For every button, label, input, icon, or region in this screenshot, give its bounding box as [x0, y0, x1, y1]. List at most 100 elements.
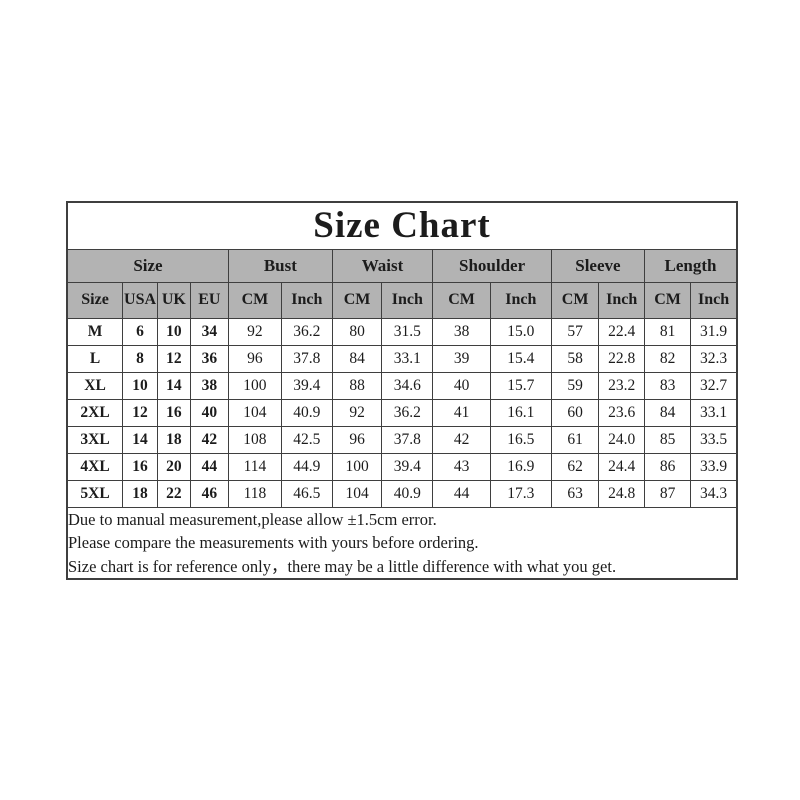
table-cell: 22.4: [598, 317, 645, 346]
size-chart-table: Size Chart Size Bust Waist Shoulder Slee…: [66, 201, 738, 580]
table-cell: 17.3: [489, 479, 552, 508]
size-table-body: M 6 10 34 92 36.2 80 31.5 38 15.0 57 22.4 81 31.9 L 8 12…: [66, 317, 738, 508]
table-cell: 33.1: [690, 398, 738, 427]
table-cell: 87: [643, 479, 692, 508]
table-row: 2XL 12 16 40 104 40.9 92 36.2 41 16.1 60 23.6 84 33.1: [66, 398, 738, 427]
subheader-row: Size USA UK EU CM Inch CM Inch CM Inch C…: [66, 281, 738, 319]
subheader-shoulder-cm: CM: [432, 281, 491, 319]
group-header-shoulder: Shoulder: [432, 248, 552, 283]
table-cell: 39.4: [381, 452, 434, 481]
table-cell: 85: [643, 425, 692, 454]
table-cell: 92: [331, 398, 383, 427]
table-cell: 36.2: [280, 317, 333, 346]
table-cell: 23.6: [598, 398, 645, 427]
table-cell: 31.9: [690, 317, 738, 346]
table-cell: 63: [550, 479, 600, 508]
table-cell: XL: [66, 371, 124, 400]
table-cell: 57: [550, 317, 600, 346]
table-cell: 6: [122, 317, 158, 346]
note-line-1: Due to manual measurement,please allow ±…: [68, 509, 437, 529]
table-cell: 16.5: [489, 425, 552, 454]
subheader-uk: UK: [156, 281, 191, 319]
group-header-sleeve: Sleeve: [550, 248, 645, 283]
subheader-waist-cm: CM: [331, 281, 383, 319]
table-cell: 16.1: [489, 398, 552, 427]
table-cell: 33.5: [690, 425, 738, 454]
table-cell: 22: [156, 479, 191, 508]
table-cell: 44: [189, 452, 229, 481]
subheader-bust-cm: CM: [227, 281, 282, 319]
table-cell: 58: [550, 344, 600, 373]
table-cell: 31.5: [381, 317, 434, 346]
table-cell: 34.6: [381, 371, 434, 400]
table-cell: 14: [122, 425, 158, 454]
table-cell: 36.2: [381, 398, 434, 427]
table-cell: 60: [550, 398, 600, 427]
table-row: L 8 12 36 96 37.8 84 33.1 39 15.4 58 22.8 82 32.3: [66, 344, 738, 373]
table-row: XL 10 14 38 100 39.4 88 34.6 40 15.7 59 23.2 83 32.7: [66, 371, 738, 400]
table-cell: 8: [122, 344, 158, 373]
table-cell: 100: [331, 452, 383, 481]
table-cell: 37.8: [381, 425, 434, 454]
table-cell: 61: [550, 425, 600, 454]
notes-row: Due to manual measurement,please allow ±…: [66, 506, 738, 580]
group-header-length: Length: [643, 248, 738, 283]
table-cell: 62: [550, 452, 600, 481]
note-line-2: Please compare the measurements with you…: [68, 533, 479, 552]
table-row: 5XL 18 22 46 118 46.5 104 40.9 44 17.3 63 24.8 87 34.…: [66, 479, 738, 508]
table-cell: 24.4: [598, 452, 645, 481]
table-cell: 38: [432, 317, 491, 346]
table-cell: 42: [432, 425, 491, 454]
table-cell: 16.9: [489, 452, 552, 481]
table-cell: 16: [156, 398, 191, 427]
subheader-waist-inch: Inch: [381, 281, 434, 319]
table-cell: 46.5: [280, 479, 333, 508]
table-cell: 100: [227, 371, 282, 400]
table-cell: 40: [189, 398, 229, 427]
table-cell: 42.5: [280, 425, 333, 454]
table-cell: 10: [122, 371, 158, 400]
table-cell: 42: [189, 425, 229, 454]
table-cell: 39.4: [280, 371, 333, 400]
table-row: 3XL 14 18 42 108 42.5 96 37.8 42 16.5 61 24.0 85 33.5: [66, 425, 738, 454]
group-header-waist: Waist: [331, 248, 434, 283]
table-cell: 40.9: [280, 398, 333, 427]
table-cell: 16: [122, 452, 158, 481]
subheader-eu: EU: [189, 281, 229, 319]
table-cell: 86: [643, 452, 692, 481]
table-cell: 39: [432, 344, 491, 373]
table-cell: 12: [122, 398, 158, 427]
table-cell: 22.8: [598, 344, 645, 373]
subheader-usa: USA: [122, 281, 158, 319]
table-cell: 15.4: [489, 344, 552, 373]
table-row: M 6 10 34 92 36.2 80 31.5 38 15.0 57 22.4 81 31.9: [66, 317, 738, 346]
table-cell: 34: [189, 317, 229, 346]
table-cell: 82: [643, 344, 692, 373]
table-cell: 24.8: [598, 479, 645, 508]
notes: Due to manual measurement,please allow ±…: [66, 506, 738, 580]
table-cell: 34.3: [690, 479, 738, 508]
table-cell: 96: [227, 344, 282, 373]
table-cell: 96: [331, 425, 383, 454]
table-cell: 36: [189, 344, 229, 373]
table-cell: 33.1: [381, 344, 434, 373]
table-cell: 46: [189, 479, 229, 508]
table-row: 4XL 16 20 44 114 44.9 100 39.4 43 16.9 62 24.4 86 33.…: [66, 452, 738, 481]
table-cell: L: [66, 344, 124, 373]
table-cell: 44: [432, 479, 491, 508]
subheader-bust-inch: Inch: [280, 281, 333, 319]
table-cell: 40: [432, 371, 491, 400]
table-cell: 38: [189, 371, 229, 400]
size-chart-container: Size Chart Size Bust Waist Shoulder Slee…: [66, 201, 738, 580]
table-cell: 83: [643, 371, 692, 400]
subheader-size: Size: [66, 281, 124, 319]
table-cell: 23.2: [598, 371, 645, 400]
table-cell: 32.3: [690, 344, 738, 373]
subheader-sleeve-cm: CM: [550, 281, 600, 319]
table-cell: 15.7: [489, 371, 552, 400]
table-cell: 2XL: [66, 398, 124, 427]
table-cell: 20: [156, 452, 191, 481]
table-cell: 32.7: [690, 371, 738, 400]
table-cell: 24.0: [598, 425, 645, 454]
group-header-size: Size: [66, 248, 229, 283]
